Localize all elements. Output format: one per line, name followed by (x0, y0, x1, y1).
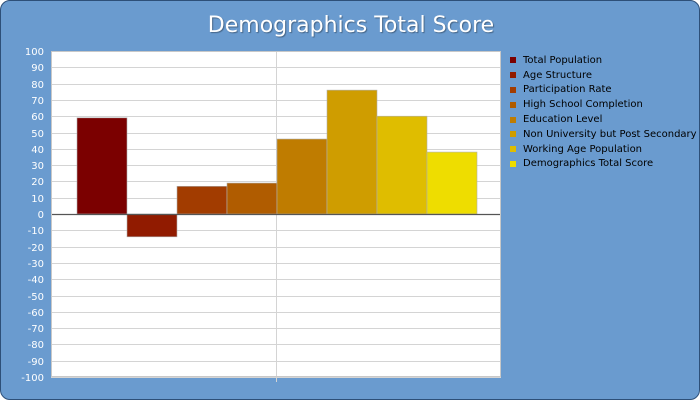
bar-7 (376, 115, 428, 215)
legend-label: High School Completion (523, 99, 643, 111)
legend-swatch (510, 160, 516, 167)
bar-1 (76, 117, 128, 215)
legend-label: Demographics Total Score (523, 158, 654, 170)
y-tick-label: 30 (31, 161, 44, 172)
legend-label: Working Age Population (523, 143, 643, 155)
bar-5 (276, 138, 328, 215)
legend-item: Education Level (510, 112, 697, 127)
bar-4 (226, 182, 278, 215)
y-tick-label: -30 (28, 259, 44, 270)
legend-label: Education Level (523, 114, 603, 126)
legend-item: Age Structure (510, 68, 697, 83)
y-tick-label: 20 (31, 177, 44, 188)
legend-label: Total Population (523, 54, 603, 66)
y-tick-label: 70 (31, 96, 44, 107)
legend-item: Total Population (510, 53, 697, 68)
chart-title: Demographics Total Score (207, 13, 495, 38)
y-tick-label: -50 (28, 292, 44, 303)
y-tick-label: -90 (28, 357, 44, 368)
y-tick-label: 40 (31, 145, 44, 156)
y-tick-label: -80 (28, 340, 44, 351)
bar-8 (426, 151, 478, 215)
legend-swatch (510, 101, 516, 108)
legend-swatch (510, 57, 516, 64)
bar-3 (176, 185, 228, 215)
y-tick-label: 60 (31, 112, 44, 123)
legend-swatch (510, 86, 516, 93)
y-tick-label: 10 (31, 194, 44, 205)
legend-swatch (510, 131, 516, 138)
legend-item: High School Completion (510, 97, 697, 112)
y-tick-label: -70 (28, 324, 44, 335)
legend-item: Demographics Total Score (510, 157, 697, 172)
legend-swatch (510, 72, 516, 79)
legend-label: Age Structure (523, 69, 593, 81)
y-tick-label: 80 (31, 80, 44, 91)
plot-border (51, 51, 501, 377)
y-tick-label: -40 (28, 275, 44, 286)
legend-label: Participation Rate (523, 84, 612, 96)
y-tick-label: 0 (38, 210, 44, 221)
y-tick-label: -60 (28, 308, 44, 319)
legend-label: Non University but Post Secondary (523, 128, 697, 140)
y-tick-label: -20 (28, 243, 44, 254)
legend-item: Working Age Population (510, 142, 697, 157)
y-tick-label: -10 (28, 226, 44, 237)
legend-swatch (510, 146, 516, 153)
legend-item: Participation Rate (510, 83, 697, 98)
y-tick-label: -100 (21, 373, 44, 384)
bar-6 (326, 89, 378, 215)
bar-2 (126, 213, 178, 238)
y-tick-label: 50 (31, 129, 44, 140)
y-tick-label: 90 (31, 63, 44, 74)
y-tick-label: 100 (25, 47, 44, 58)
legend-item: Non University but Post Secondary (510, 127, 697, 142)
legend-swatch (510, 116, 516, 123)
chart-legend: Total Population Age Structure Participati… (510, 53, 697, 171)
